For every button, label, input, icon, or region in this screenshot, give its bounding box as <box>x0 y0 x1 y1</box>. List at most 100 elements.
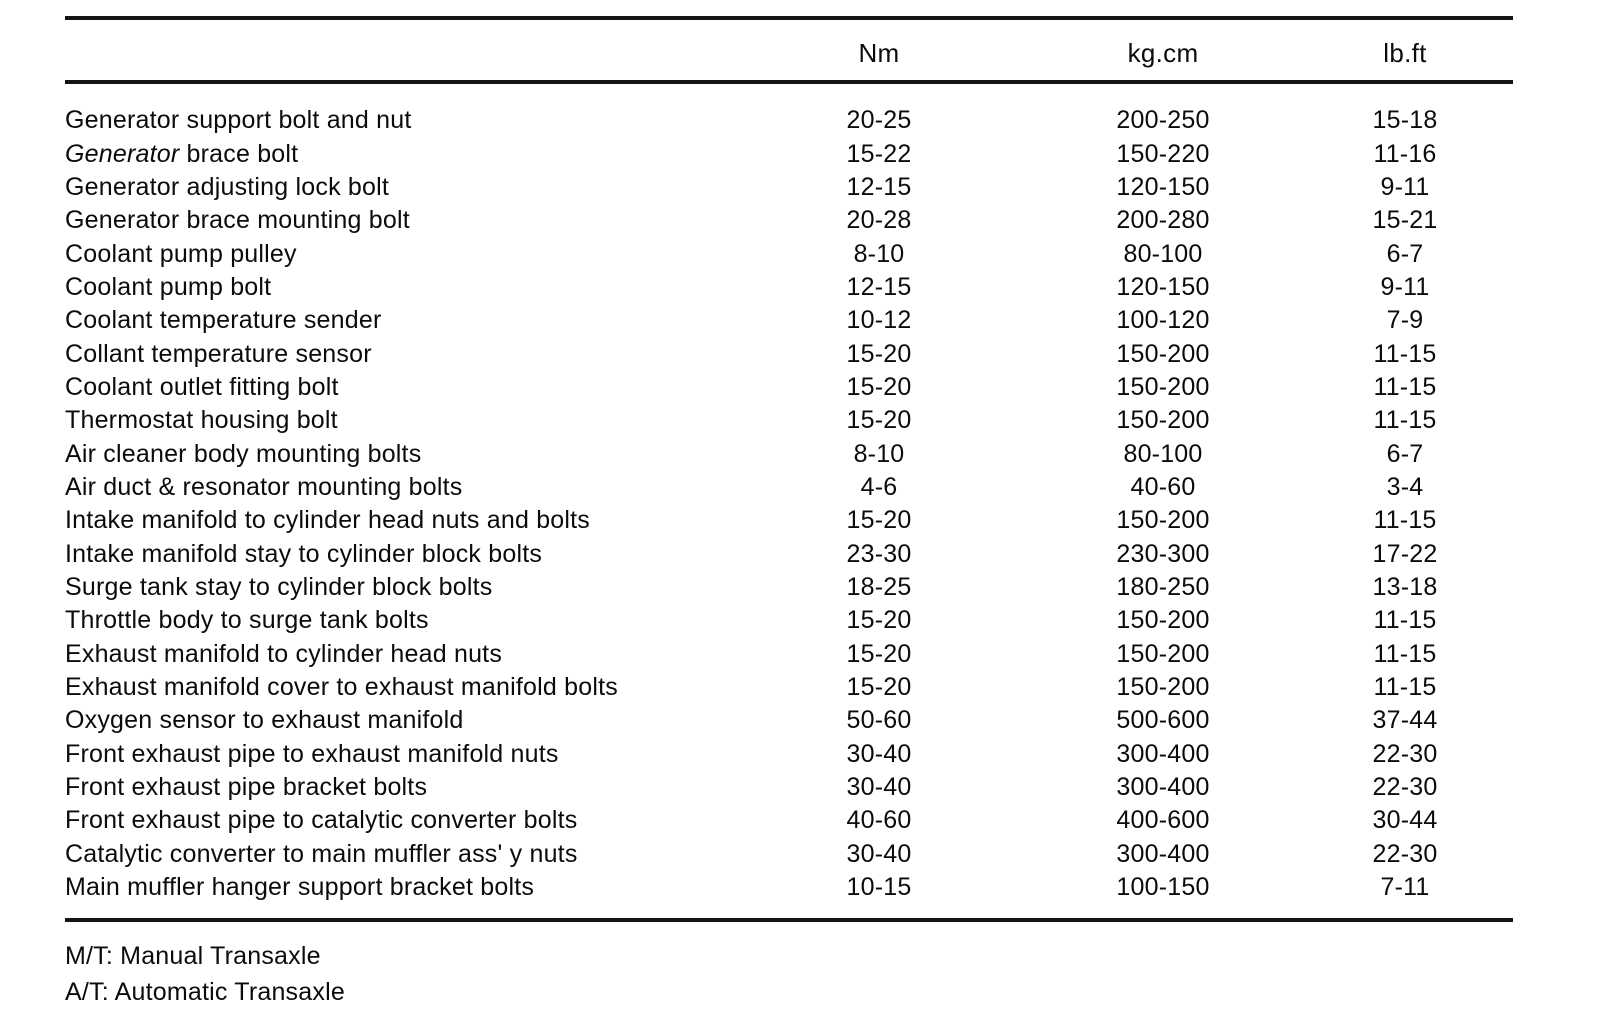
table-row: Intake manifold to cylinder head nuts an… <box>65 504 1513 537</box>
header-lbft: lb.ft <box>1383 38 1427 68</box>
row-label: Front exhaust pipe to catalytic converte… <box>65 806 578 835</box>
table-row: Generator adjusting lock bolt 12-15 120-15… <box>65 171 1513 204</box>
lbft-value: 11-15 <box>1373 339 1437 368</box>
nm-value: 20-25 <box>846 106 912 135</box>
table-row: Air duct & resonator mounting bolts 4-6 40… <box>65 471 1513 504</box>
table-row: Thermostat housing bolt 15-20 150-200 11-15 <box>65 404 1513 437</box>
footnotes: M/T: Manual Transaxle A/T: Automatic Tra… <box>65 938 345 1010</box>
table-row: Front exhaust pipe bracket bolts 30-40 300… <box>65 771 1513 804</box>
lbft-value: 11-15 <box>1373 372 1437 401</box>
kgcm-value: 150-200 <box>1116 372 1210 401</box>
table-row: Coolant temperature sender 10-12 100-120 7-… <box>65 304 1513 337</box>
row-label: Coolant pump pulley <box>65 239 297 268</box>
kgcm-value: 150-200 <box>1116 673 1210 702</box>
lbft-value: 30-44 <box>1372 806 1438 835</box>
lbft-value: 7-9 <box>1386 306 1424 335</box>
row-label: Coolant pump bolt <box>65 272 272 301</box>
row-label: Oxygen sensor to exhaust manifold <box>65 706 464 735</box>
lbft-value: 9-11 <box>1380 272 1430 301</box>
table-row: Front exhaust pipe to exhaust manifold n… <box>65 738 1513 771</box>
nm-value: 30-40 <box>846 839 912 868</box>
table-row: Air cleaner body mounting bolts 8-10 80-10… <box>65 437 1513 470</box>
table-row: Coolant outlet fitting bolt 15-20 150-200 1… <box>65 371 1513 404</box>
kgcm-value: 300-400 <box>1116 773 1210 802</box>
bottom-rule <box>65 918 1513 922</box>
table-row: Front exhaust pipe to catalytic converte… <box>65 804 1513 837</box>
row-label: Air duct & resonator mounting bolts <box>65 472 463 501</box>
lbft-value: 17-22 <box>1372 539 1438 568</box>
row-label: Intake manifold stay to cylinder block b… <box>65 539 543 568</box>
lbft-value: 15-21 <box>1372 206 1438 235</box>
lbft-value: 22-30 <box>1372 839 1438 868</box>
row-label: Front exhaust pipe to exhaust manifold n… <box>65 739 559 768</box>
lbft-value: 3-4 <box>1386 472 1424 501</box>
row-label: Coolant temperature sender <box>65 306 382 335</box>
row-label: Generator adjusting lock bolt <box>65 172 390 201</box>
lbft-value: 22-30 <box>1372 739 1438 768</box>
table-row: Collant temperature sensor 15-20 150-200 11… <box>65 337 1513 370</box>
lbft-value: 22-30 <box>1372 773 1438 802</box>
kgcm-value: 150-200 <box>1116 606 1210 635</box>
kgcm-value: 150-200 <box>1116 339 1210 368</box>
table-row: Main muffler hanger support bracket bolt… <box>65 871 1513 904</box>
table-row: Intake manifold stay to cylinder block b… <box>65 537 1513 570</box>
nm-value: 15-20 <box>846 639 912 668</box>
nm-value: 40-60 <box>846 806 912 835</box>
lbft-value: 7-11 <box>1380 873 1430 902</box>
kgcm-value: 120-150 <box>1116 272 1210 301</box>
lbft-value: 6-7 <box>1386 239 1424 268</box>
nm-value: 15-20 <box>846 606 912 635</box>
lbft-value: 11-16 <box>1373 139 1437 168</box>
kgcm-value: 150-220 <box>1116 139 1210 168</box>
kgcm-value: 100-150 <box>1116 873 1210 902</box>
kgcm-value: 100-120 <box>1116 306 1210 335</box>
kgcm-value: 500-600 <box>1116 706 1210 735</box>
lbft-value: 13-18 <box>1372 572 1438 601</box>
header-nm: Nm <box>858 38 900 68</box>
table-row: Throttle body to surge tank bolts 15-20 15… <box>65 604 1513 637</box>
table-row: Generator brace bolt 15-22 150-220 11-16 <box>65 137 1513 170</box>
row-label: Collant temperature sensor <box>65 339 372 368</box>
kgcm-value: 300-400 <box>1116 739 1210 768</box>
kgcm-value: 300-400 <box>1116 839 1210 868</box>
table-row: Generator support bolt and nut 20-25 200-2… <box>65 104 1513 137</box>
nm-value: 50-60 <box>846 706 912 735</box>
kgcm-value: 200-250 <box>1116 106 1210 135</box>
nm-value: 30-40 <box>846 773 912 802</box>
nm-value: 30-40 <box>846 739 912 768</box>
table-header-row: Nm kg.cm lb.ft <box>65 38 1513 69</box>
kgcm-value: 120-150 <box>1116 172 1210 201</box>
nm-value: 15-20 <box>846 372 912 401</box>
lbft-value: 9-11 <box>1380 172 1430 201</box>
nm-value: 4-6 <box>860 472 898 501</box>
row-label: Air cleaner body mounting bolts <box>65 439 422 468</box>
kgcm-value: 400-600 <box>1116 806 1210 835</box>
footnote-mt: M/T: Manual Transaxle <box>65 942 321 970</box>
table-row: Exhaust manifold to cylinder head nuts 15… <box>65 638 1513 671</box>
row-label: Main muffler hanger support bracket bolt… <box>65 873 535 902</box>
table-row: Catalytic converter to main muffler ass'… <box>65 838 1513 871</box>
row-label: Exhaust manifold cover to exhaust manifo… <box>65 673 618 702</box>
nm-value: 20-28 <box>846 206 912 235</box>
lbft-value: 15-18 <box>1372 106 1438 135</box>
table-row: Exhaust manifold cover to exhaust manifo… <box>65 671 1513 704</box>
kgcm-value: 150-200 <box>1116 639 1210 668</box>
nm-value: 23-30 <box>846 539 912 568</box>
header-rule <box>65 80 1513 84</box>
nm-value: 10-12 <box>846 306 912 335</box>
lbft-value: 11-15 <box>1373 673 1437 702</box>
lbft-value: 11-15 <box>1373 406 1437 435</box>
nm-value: 15-22 <box>846 139 912 168</box>
lbft-value: 11-15 <box>1373 639 1437 668</box>
nm-value: 15-20 <box>846 406 912 435</box>
kgcm-value: 40-60 <box>1130 472 1196 501</box>
lbft-value: 11-15 <box>1373 606 1437 635</box>
top-rule <box>65 16 1513 20</box>
footnote-at: A/T: Automatic Transaxle <box>65 978 345 1006</box>
table-row: Generator brace mounting bolt 20-28 200-28… <box>65 204 1513 237</box>
row-label: Generator brace bolt <box>65 139 299 168</box>
nm-value: 15-20 <box>846 673 912 702</box>
kgcm-value: 80-100 <box>1123 239 1203 268</box>
lbft-value: 37-44 <box>1372 706 1438 735</box>
